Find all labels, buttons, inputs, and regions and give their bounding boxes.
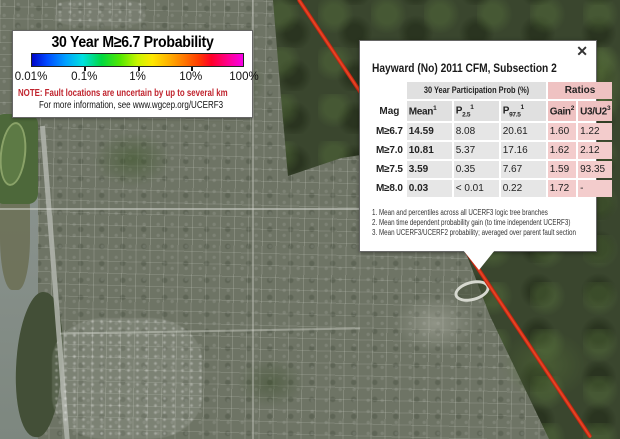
table-cell: 93.35 <box>578 161 613 179</box>
colorbar-gradient <box>31 53 244 67</box>
table-row: M≥7.5 3.59 0.35 7.67 1.59 93.35 <box>374 161 613 179</box>
group-header-ratios: Ratios <box>547 82 613 99</box>
superscript: 1 <box>433 105 437 112</box>
popup-tail-mask <box>465 249 493 252</box>
blank-cell <box>374 82 405 99</box>
legend-note: NOTE: Fault locations are uncertain by u… <box>18 87 228 99</box>
table-cell: 14.59 <box>406 123 452 141</box>
column-header-row: Mag Mean1 P2.51 P97.51 Gain2 U3/U23 <box>374 101 613 122</box>
col-header-p2-5: P2.51 <box>453 101 499 122</box>
warehouse-buildings <box>55 0 145 26</box>
table-cell: - <box>578 180 613 198</box>
table-cell: 5.37 <box>453 142 499 160</box>
scale-label: 100% <box>229 71 259 83</box>
table-cell: 0.35 <box>453 161 499 179</box>
park-patch <box>92 132 172 187</box>
table-cell: 1.22 <box>578 123 613 141</box>
table-row: M≥8.0 0.03 < 0.01 0.22 1.72 - <box>374 180 613 198</box>
table-cell: 20.61 <box>500 123 546 141</box>
legend-info-line: For more information, see www.wgcep.org/… <box>39 100 224 111</box>
footnote: 2. Mean time dependent probability gain … <box>372 218 571 228</box>
table-cell: 7.67 <box>500 161 546 179</box>
superscript: 3 <box>606 105 611 112</box>
col-header-u3u2: U3/U23 <box>578 101 613 122</box>
major-street <box>0 208 365 210</box>
col-header-mean: Mean1 <box>406 101 452 122</box>
table-cell: 0.03 <box>406 180 452 198</box>
park-patch <box>236 358 306 408</box>
table-cell: 10.81 <box>406 142 452 160</box>
table-cell: < 0.01 <box>453 180 499 198</box>
group-header-row: 30 Year Participation Prob (%) Ratios <box>374 82 613 99</box>
scale-label: 10% <box>179 71 203 83</box>
mag-label: M≥6.7 <box>376 126 403 138</box>
popup-title: Hayward (No) 2011 CFM, Subsection 2 <box>372 61 557 75</box>
col-header-mag: Mag <box>379 105 400 117</box>
industrial-district <box>52 318 202 439</box>
colorbar-tick <box>190 67 193 71</box>
mag-label: M≥8.0 <box>376 183 403 195</box>
probability-table: 30 Year Participation Prob (%) Ratios Ma… <box>372 80 614 199</box>
table-cell: 1.59 <box>547 161 577 179</box>
superscript: 2 <box>570 105 575 112</box>
table-cell: 2.12 <box>578 142 613 160</box>
superscript: 1 <box>520 104 525 111</box>
col-header-gain: Gain2 <box>547 101 577 122</box>
mag-label: M≥7.5 <box>376 164 403 176</box>
table-cell: 17.16 <box>500 142 546 160</box>
scale-label: 0.01% <box>14 71 48 83</box>
table-row: M≥6.7 14.59 8.08 20.61 1.60 1.22 <box>374 123 613 141</box>
probability-legend: 30 Year M≥6.7 Probability 0.01% 0.1% 1% … <box>12 30 259 118</box>
colorbar-scale-labels: 0.01% 0.1% 1% 10% 100% <box>15 71 259 85</box>
scale-label: 1% <box>129 71 146 83</box>
mag-label: M≥7.0 <box>376 145 403 157</box>
table-cell: 0.22 <box>500 180 546 198</box>
subscript: 2.5 <box>462 111 471 119</box>
footnotes: 1. Mean and percentiles across all UCERF… <box>372 208 585 237</box>
footnote: 1. Mean and percentiles across all UCERF… <box>372 208 548 218</box>
footnote: 3. Mean UCERF3/UCERF2 probability; avera… <box>372 227 576 237</box>
table-cell: 8.08 <box>453 123 499 141</box>
colorbar-tick <box>84 67 87 71</box>
close-icon[interactable]: ✕ <box>576 43 588 59</box>
group-header-prob: 30 Year Participation Prob (%) <box>406 82 546 99</box>
scale-label: 0.1% <box>71 71 98 83</box>
probability-colorbar <box>31 53 244 71</box>
superscript: 1 <box>470 104 474 111</box>
campus-area <box>395 296 475 351</box>
colorbar-tick <box>137 67 140 71</box>
subscript: 97.5 <box>509 111 521 119</box>
fault-info-popup: ✕ Hayward (No) 2011 CFM, Subsection 2 30… <box>359 40 613 270</box>
table-cell: 1.62 <box>547 142 577 160</box>
popup-tail <box>463 250 495 270</box>
col-header-p97-5: P97.51 <box>500 101 546 122</box>
table-cell: 3.59 <box>406 161 452 179</box>
legend-title: 30 Year M≥6.7 Probability <box>51 34 214 51</box>
major-street <box>252 0 254 439</box>
table-cell: 1.60 <box>547 123 577 141</box>
table-row: M≥7.0 10.81 5.37 17.16 1.62 2.12 <box>374 142 613 160</box>
table-cell: 1.72 <box>547 180 577 198</box>
